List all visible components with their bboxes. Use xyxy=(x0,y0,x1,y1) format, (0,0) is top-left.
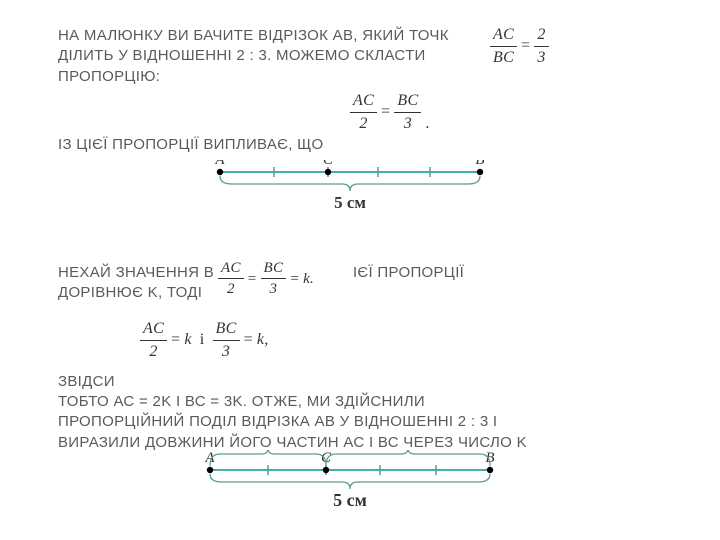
svg-text:2k: 2k xyxy=(260,450,275,454)
f1-rnum: 2 xyxy=(534,24,548,47)
p2-text: ІЗ ЦІЄЇ ПРОПОРЦІЇ ВИПЛИВАЄ, ЩО xyxy=(58,136,324,153)
p1-line1: НА МАЛЮНКУ ВИ БАЧИТЕ ВІДРІЗОК АВ, ЯКИЙ Т… xyxy=(58,27,449,44)
svg-text:A: A xyxy=(214,160,225,168)
p3-l1a: НЕХАЙ ЗНАЧЕННЯ В xyxy=(58,264,214,281)
f4-anum: AC xyxy=(140,318,167,341)
paragraph-5: ТОБТО АС = 2K І ВС = 3K. ОТЖЕ, МИ ЗДІЙСН… xyxy=(58,392,638,453)
p5-l2: ПРОПОРЦІЙНИЙ ПОДІЛ ВІДРІЗКА АВ У ВІДНОШЕ… xyxy=(58,413,497,430)
formula-ac2-bc3: AC 2 = BC 3 . xyxy=(350,90,430,134)
paragraph-2: ІЗ ЦІЄЇ ПРОПОРЦІЇ ВИПЛИВАЄ, ЩО xyxy=(58,135,324,155)
equals-sign: = xyxy=(290,269,299,289)
f3-lnum: AC xyxy=(218,258,244,279)
svg-text:B: B xyxy=(475,160,484,168)
paragraph-1: НА МАЛЮНКУ ВИ БАЧИТЕ ВІДРІЗОК АВ, ЯКИЙ Т… xyxy=(58,26,488,87)
segment-diagram-1: A C B 5 см xyxy=(0,160,720,240)
f3-rden: 3 xyxy=(261,279,287,299)
formula-k-pair: AC 2 = k i BC 3 = k, xyxy=(140,318,269,362)
p1-line3: ПРОПОРЦІЮ: xyxy=(58,68,160,85)
f4-bden: 3 xyxy=(213,341,240,363)
f1-rden: 3 xyxy=(534,47,548,69)
f2-rden: 3 xyxy=(394,113,421,135)
f3-rnum: BC xyxy=(261,258,287,279)
segment-diagram-2: ACB5 см2k3k xyxy=(0,450,720,540)
f3-lden: 2 xyxy=(218,279,244,299)
f1-den: BC xyxy=(490,47,517,69)
svg-text:5 см: 5 см xyxy=(334,193,366,212)
f4-k2: k, xyxy=(257,329,269,351)
paragraph-4: ЗВІДСИ xyxy=(58,372,115,392)
f4-aden: 2 xyxy=(140,341,167,363)
p5-l3: ВИРАЗИЛИ ДОВЖИНИ ЙОГО ЧАСТИН АС І ВС ЧЕР… xyxy=(58,434,527,451)
formula-k-inline: AC 2 = BC 3 = k. xyxy=(218,258,314,300)
f2-lden: 2 xyxy=(350,113,377,135)
p4-text: ЗВІДСИ xyxy=(58,373,115,390)
svg-text:3k: 3k xyxy=(400,450,415,454)
f3-k: k. xyxy=(303,269,314,289)
f4-bnum: BC xyxy=(213,318,240,341)
formula-ac-over-bc: AC BC = 2 3 xyxy=(490,24,549,68)
f4-k1: k xyxy=(184,329,191,351)
paragraph-3: НЕХАЙ ЗНАЧЕННЯ В ІЄЇ ПРОПОРЦІЇ ДОРІВНЮЄ … xyxy=(58,263,578,304)
f2-tail: . xyxy=(425,113,429,135)
f1-num: AC xyxy=(490,24,517,47)
f2-rnum: BC xyxy=(394,90,421,113)
p1-line2: ДІЛИТЬ У ВІДНОШЕННІ 2 : 3. МОЖЕМО СКЛАСТ… xyxy=(58,47,426,64)
svg-text:5 см: 5 см xyxy=(333,490,367,510)
p3-l1b: ІЄЇ ПРОПОРЦІЇ xyxy=(353,264,464,281)
svg-text:C: C xyxy=(323,160,334,168)
equals-sign: = xyxy=(244,329,253,351)
f4-mid: i xyxy=(196,329,209,351)
f2-lnum: AC xyxy=(350,90,377,113)
equals-sign: = xyxy=(381,101,390,123)
p5-l1: ТОБТО АС = 2K І ВС = 3K. ОТЖЕ, МИ ЗДІЙСН… xyxy=(58,393,425,410)
equals-sign: = xyxy=(171,329,180,351)
equals-sign: = xyxy=(521,35,530,57)
p3-l2: ДОРІВНЮЄ K, ТОДІ xyxy=(58,284,202,301)
equals-sign: = xyxy=(248,269,257,289)
